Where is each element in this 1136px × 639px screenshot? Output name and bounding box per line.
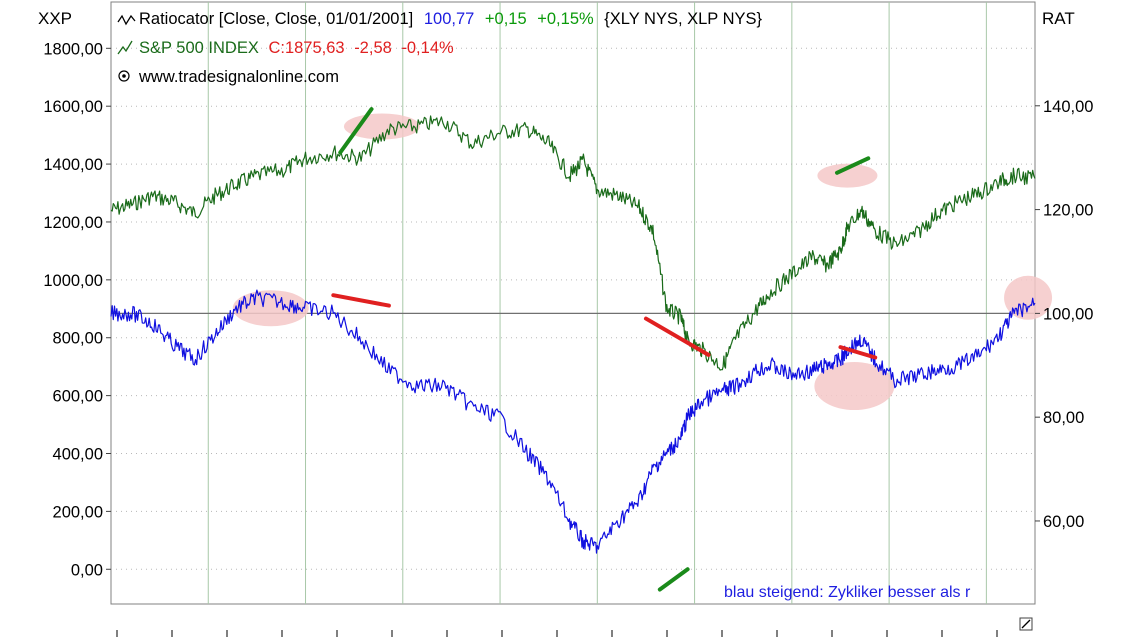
trend-marker-line — [338, 107, 374, 155]
left-tick-label: 0,00 — [71, 561, 103, 579]
legend-sp500-change: -2,58 — [354, 39, 392, 57]
legend-ratio-symbols: {XLY NYS, XLP NYS} — [604, 10, 762, 28]
right-tick-label: 140,00 — [1043, 98, 1093, 116]
highlight-ellipse — [814, 362, 895, 411]
bottom-axis-ticks — [116, 630, 998, 637]
highlight-ellipse — [817, 163, 878, 188]
right-tick-label: 80,00 — [1043, 409, 1084, 427]
legend-source: www.tradesignalonline.com — [118, 68, 339, 86]
left-tick-label: 1200,00 — [43, 214, 103, 232]
legend-ratiocator: Ratiocator [Close, Close, 01/01/2001] 10… — [117, 10, 763, 28]
legend-line1-text: Ratiocator [Close, Close, 01/01/2001] 10… — [139, 10, 763, 28]
legend-sp500-change-pct: -0,14% — [401, 39, 454, 57]
left-tick-label: 600,00 — [53, 388, 103, 406]
left-axis-ticks: 1800,00 1600,00 1400,00 1200,00 1000,00 800,0… — [43, 40, 111, 579]
left-tick-label: 800,00 — [53, 330, 103, 348]
left-tick-label: 1600,00 — [43, 98, 103, 116]
legend-line2-text: S&P 500 INDEX C:1875,63 -2,58 -0,14% — [139, 39, 454, 57]
highlight-ellipse — [232, 290, 309, 327]
left-tick-label: 200,00 — [53, 503, 103, 521]
legend-ratio-change-pct: +0,15% — [537, 10, 594, 28]
ratio-line — [110, 289, 1036, 554]
legend-ratio-name: Ratiocator [Close, Close, 01/01/2001] — [139, 10, 413, 28]
left-tick-label: 400,00 — [53, 446, 103, 464]
trend-marker-line — [835, 156, 871, 175]
line-series-icon — [117, 40, 133, 55]
highlight-ellipses — [232, 113, 1053, 411]
source-url: www.tradesignalonline.com — [138, 68, 339, 86]
left-tick-label: 1800,00 — [43, 40, 103, 58]
trend-marker-line — [657, 567, 690, 592]
resize-grip-icon[interactable] — [1019, 617, 1033, 631]
right-axis-code: RAT — [1042, 9, 1075, 28]
left-tick-label: 1400,00 — [43, 156, 103, 174]
legend-sp500-name: S&P 500 INDEX — [139, 39, 259, 57]
right-tick-label: 120,00 — [1043, 202, 1093, 220]
trend-marker-line — [643, 316, 711, 357]
legend-sp500-value: C:1875,63 — [268, 39, 344, 57]
legend-sp500: S&P 500 INDEX C:1875,63 -2,58 -0,14% — [117, 39, 454, 57]
annotation-text: blau steigend: Zykliker besser als r — [724, 584, 971, 601]
series-layer — [110, 115, 1036, 554]
legend-ratio-value: 100,77 — [424, 10, 474, 28]
right-tick-label: 100,00 — [1043, 305, 1093, 323]
right-tick-label: 60,00 — [1043, 513, 1084, 531]
line-series-icon — [117, 14, 136, 26]
left-tick-label: 1000,00 — [43, 272, 103, 290]
right-axis-ticks: 140,00 120,00 100,00 80,00 60,00 — [1035, 98, 1093, 531]
trend-marker-line — [331, 293, 391, 308]
left-axis-code: XXP — [38, 9, 72, 28]
trend-marker-line — [838, 345, 878, 360]
sp500-line — [110, 115, 1036, 371]
trend-markers — [331, 107, 878, 592]
copyright-icon — [118, 70, 130, 82]
legend-ratio-change: +0,15 — [485, 10, 527, 28]
